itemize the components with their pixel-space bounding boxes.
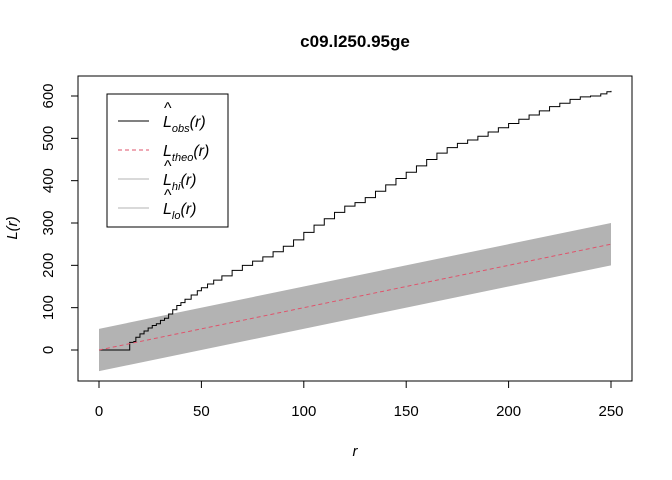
y-tick-label: 300 <box>40 210 57 235</box>
series-line-obs <box>99 90 612 351</box>
x-tick-label: 0 <box>95 403 103 420</box>
y-tick-label: 600 <box>40 83 57 108</box>
legend-label-theo: Ltheo(r) <box>163 143 209 164</box>
legend-hat: ^ <box>164 187 172 204</box>
x-tick-label: 250 <box>598 403 623 420</box>
x-axis-label: r <box>353 443 359 460</box>
legend: Lobs(r)^Ltheo(r)Lhi(r)^Llo(r)^ <box>106 93 229 228</box>
y-tick-label: 200 <box>40 253 57 278</box>
y-axis-label: L(r) <box>4 216 21 239</box>
chart-title: c09.l250.95ge <box>300 32 410 51</box>
y-tick-label: 500 <box>40 126 57 151</box>
series-line-theo <box>98 243 612 351</box>
legend-label-obs: Lobs(r) <box>163 114 206 135</box>
x-tick-label: 200 <box>496 403 521 420</box>
series-layer <box>98 90 612 351</box>
legend-hat: ^ <box>164 158 172 175</box>
legend-hat: ^ <box>164 100 172 117</box>
x-axis: 0 50 100 150 200 250 <box>95 380 624 420</box>
legend-label-lo: Llo(r) <box>163 201 196 222</box>
y-tick-label: 0 <box>40 346 57 354</box>
x-tick-label: 100 <box>291 403 316 420</box>
y-tick-label: 400 <box>40 168 57 193</box>
y-axis: 0 100 200 300 400 500 600 <box>40 83 79 354</box>
y-tick-label: 100 <box>40 295 57 320</box>
x-tick-label: 150 <box>394 403 419 420</box>
x-tick-label: 50 <box>193 403 210 420</box>
legend-label-hi: Lhi(r) <box>163 172 196 193</box>
legend-box <box>106 93 229 228</box>
